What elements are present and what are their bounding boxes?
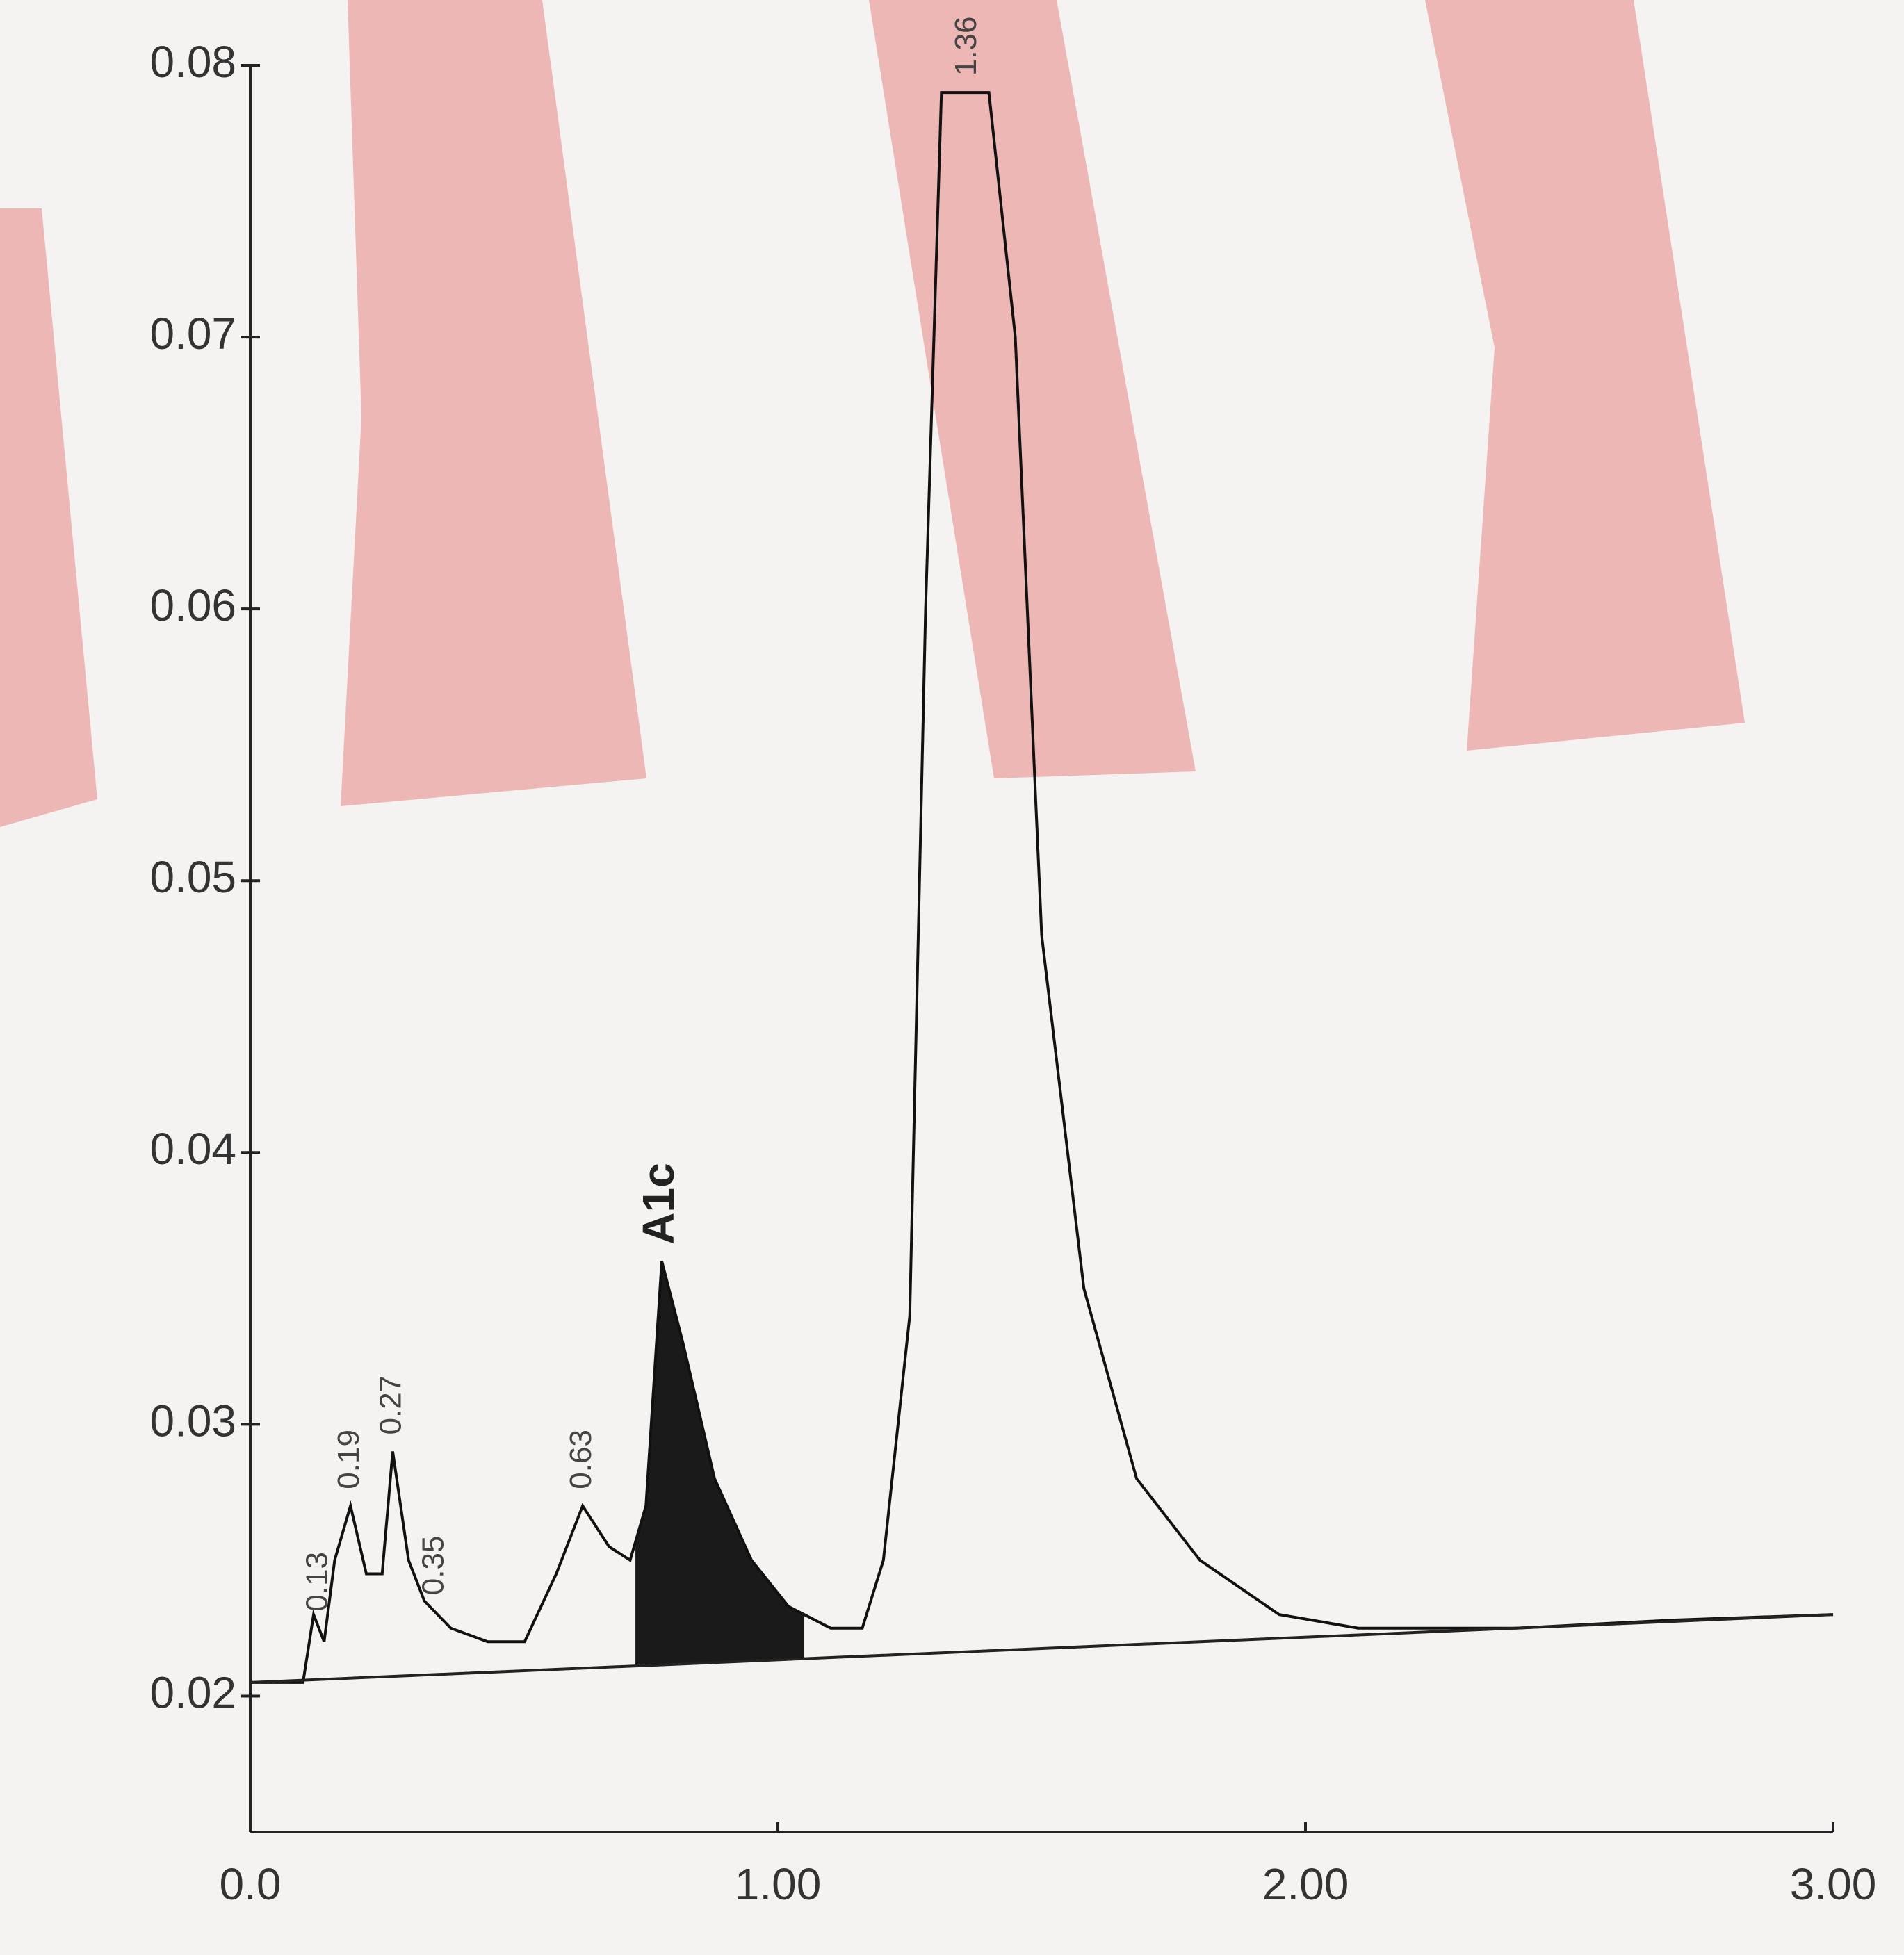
peak-label: A1c: [633, 1163, 683, 1244]
y-tick-label: 0.08: [149, 37, 236, 87]
stain: [869, 0, 1196, 778]
peak-label: 0.27: [374, 1375, 408, 1435]
line: [250, 1613, 1834, 1684]
peak-label: 0.13: [300, 1552, 334, 1612]
peak-label: 1.36: [949, 16, 983, 76]
y-tick-label: 0.03: [149, 1396, 236, 1446]
y-tick-label: 0.02: [149, 1667, 236, 1717]
y-tick-label: 0.06: [149, 580, 236, 630]
peak-label: 0.19: [332, 1430, 366, 1489]
x-tick-label: 1.00: [735, 1859, 822, 1909]
y-tick-label: 0.07: [149, 309, 236, 359]
y-tick-label: 0.04: [149, 1124, 236, 1174]
y-tick-label: 0.05: [149, 852, 236, 902]
background-stains: [0, 0, 1745, 827]
stain: [341, 0, 646, 806]
shaded-peak: [635, 1261, 804, 1667]
x-tick-label: 2.00: [1262, 1859, 1349, 1909]
line: [250, 91, 1834, 1684]
stain: [1425, 0, 1745, 751]
stain: [0, 208, 97, 827]
x-tick-label: 3.00: [1790, 1859, 1877, 1909]
x-tick-label: 0.0: [220, 1859, 282, 1909]
peak-label: 0.63: [564, 1430, 598, 1489]
peak-label: 0.35: [416, 1536, 450, 1596]
